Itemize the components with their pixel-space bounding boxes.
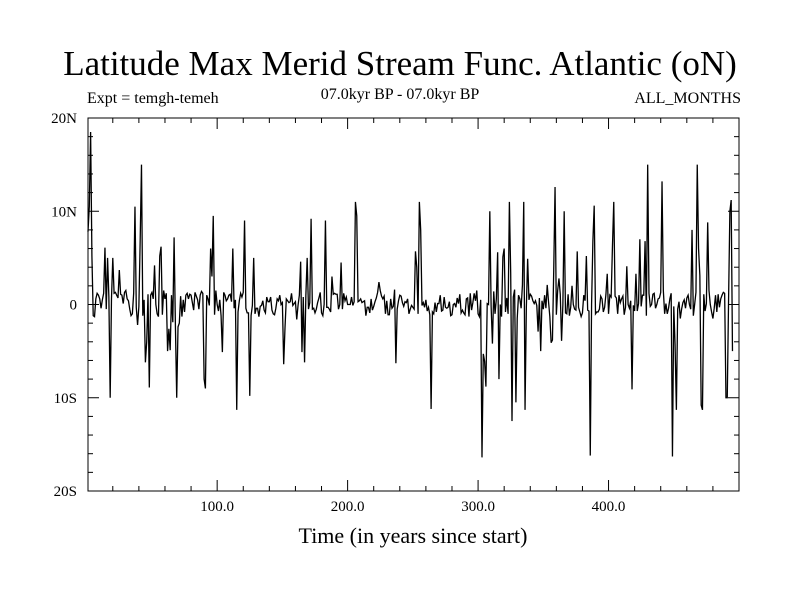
x-tick-label: 200.0 — [331, 499, 365, 515]
x-tick-label: 100.0 — [200, 499, 234, 515]
plot-frame — [87, 117, 740, 492]
x-axis-label: Time (in years since start) — [298, 523, 528, 548]
x-tick-label: 400.0 — [592, 499, 626, 515]
x-tick-label: 300.0 — [461, 499, 495, 515]
period-label: 07.0kyr BP - 07.0kyr BP — [320, 86, 480, 103]
months-label: ALL_MONTHS — [634, 90, 741, 107]
chart-title: Latitude Max Merid Stream Func. Atlantic… — [63, 44, 737, 83]
series-line-0 — [87, 131, 734, 458]
experiment-label: Expt = temgh-temeh — [87, 90, 219, 107]
y-tick-label: 10N — [51, 204, 77, 220]
y-tick-label: 20S — [54, 484, 77, 500]
series-layer — [87, 131, 734, 458]
tick-labels: 20N 10N 0 10S 20S 100.0 200.0 300.0 400.0 — [51, 111, 625, 515]
y-tick-label: 0 — [70, 298, 78, 314]
y-tick-label: 20N — [51, 111, 77, 127]
y-tick-label: 10S — [54, 391, 77, 407]
